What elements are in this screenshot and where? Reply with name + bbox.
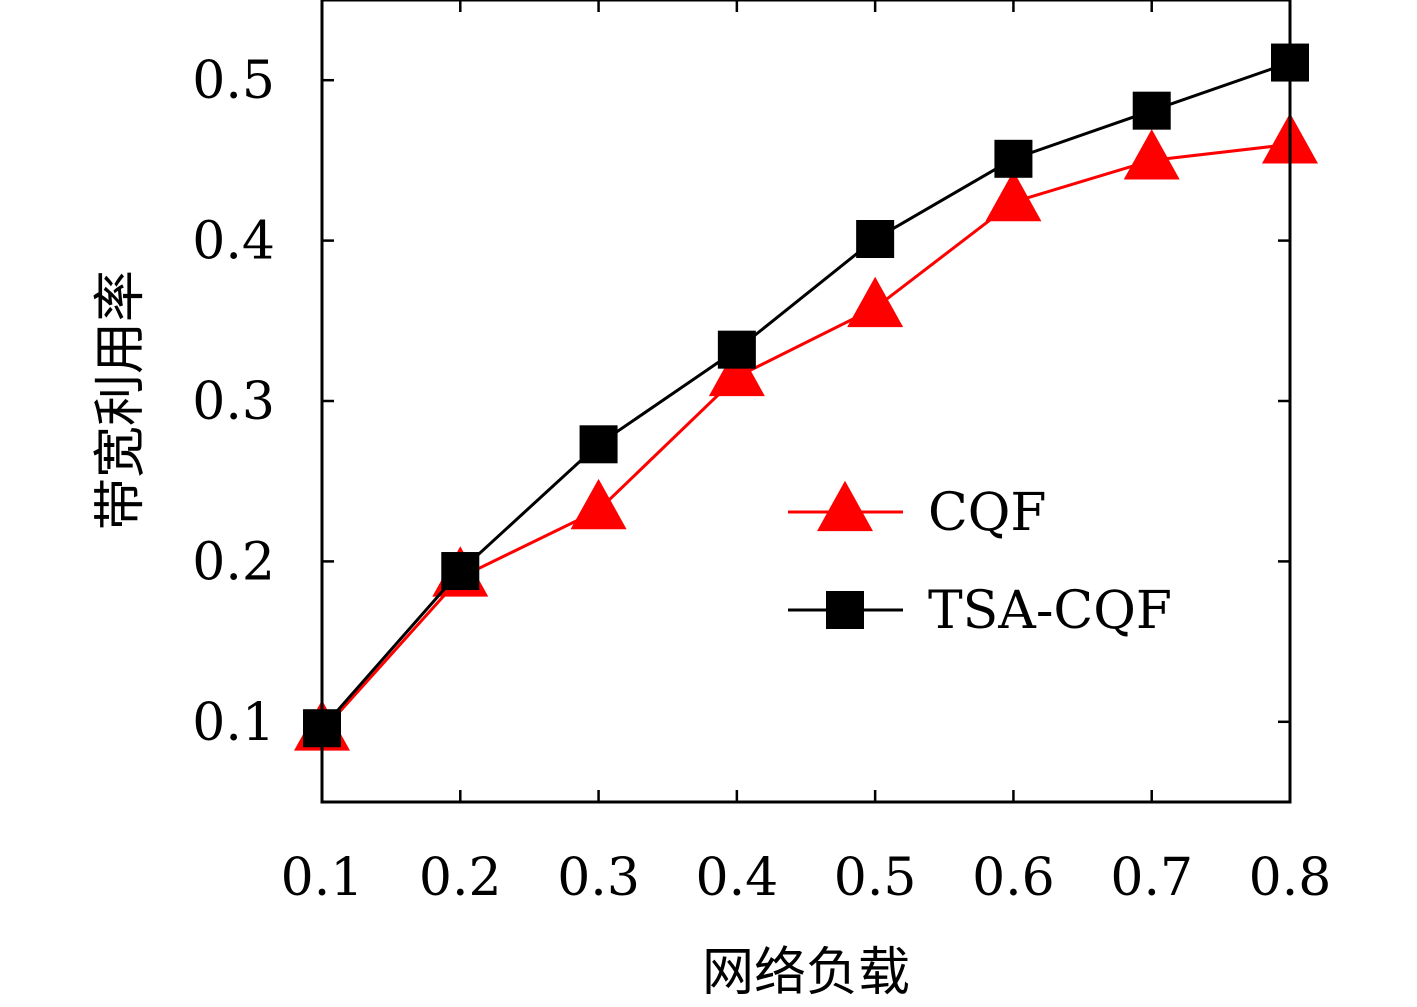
data-point-cqf <box>985 170 1042 222</box>
data-point-tsa-cqf <box>717 330 756 369</box>
data-point-tsa-cqf <box>1132 91 1171 130</box>
x-tick-label: 0.6 <box>972 848 1055 908</box>
data-point-cqf <box>1123 129 1180 180</box>
data-point-cqf <box>708 345 765 397</box>
data-point-cqf <box>847 276 904 328</box>
legend: CQF TSA-CQF <box>788 480 1172 641</box>
x-tick-label: 0.3 <box>557 848 640 908</box>
y-tick-label: 0.1 <box>192 693 275 753</box>
series-line-cqf <box>320 142 1291 733</box>
series-layer <box>294 43 1318 751</box>
legend-label-tsa-cqf: TSA-CQF <box>928 581 1172 641</box>
y-tick-label: 0.3 <box>192 372 275 432</box>
data-point-tsa-cqf <box>441 552 480 591</box>
y-tick-label: 0.2 <box>192 532 275 592</box>
x-tick-label: 0.2 <box>419 848 502 908</box>
legend-marker-cqf <box>817 480 873 532</box>
data-point-tsa-cqf <box>994 139 1033 178</box>
x-tick-label: 0.4 <box>696 848 779 908</box>
data-point-cqf <box>570 478 627 530</box>
x-tick-label: 0.5 <box>834 848 917 908</box>
x-tick-label: 0.1 <box>281 848 364 908</box>
legend-marker-tsa-cqf <box>826 591 864 629</box>
data-point-tsa-cqf <box>856 219 895 258</box>
x-axis-title: 网络负载 <box>702 943 910 1003</box>
x-tick-label: 0.7 <box>1110 848 1193 908</box>
series-tsa-cqf <box>303 43 1309 748</box>
x-tick-label: 0.8 <box>1249 848 1332 908</box>
y-axis-title: 带宽利用率 <box>91 270 151 530</box>
series-cqf <box>294 113 1318 751</box>
data-point-tsa-cqf <box>579 425 618 464</box>
legend-label-cqf: CQF <box>928 483 1047 543</box>
ticks-layer: 0.1 0.2 0.3 0.4 0.5 0.6 0.7 0.8 0.1 0.2 0.3 0.4 0.5 <box>192 0 1331 908</box>
y-tick-label: 0.4 <box>192 212 275 272</box>
series-line-tsa-cqf <box>320 61 1291 730</box>
y-tick-label: 0.5 <box>192 51 275 111</box>
